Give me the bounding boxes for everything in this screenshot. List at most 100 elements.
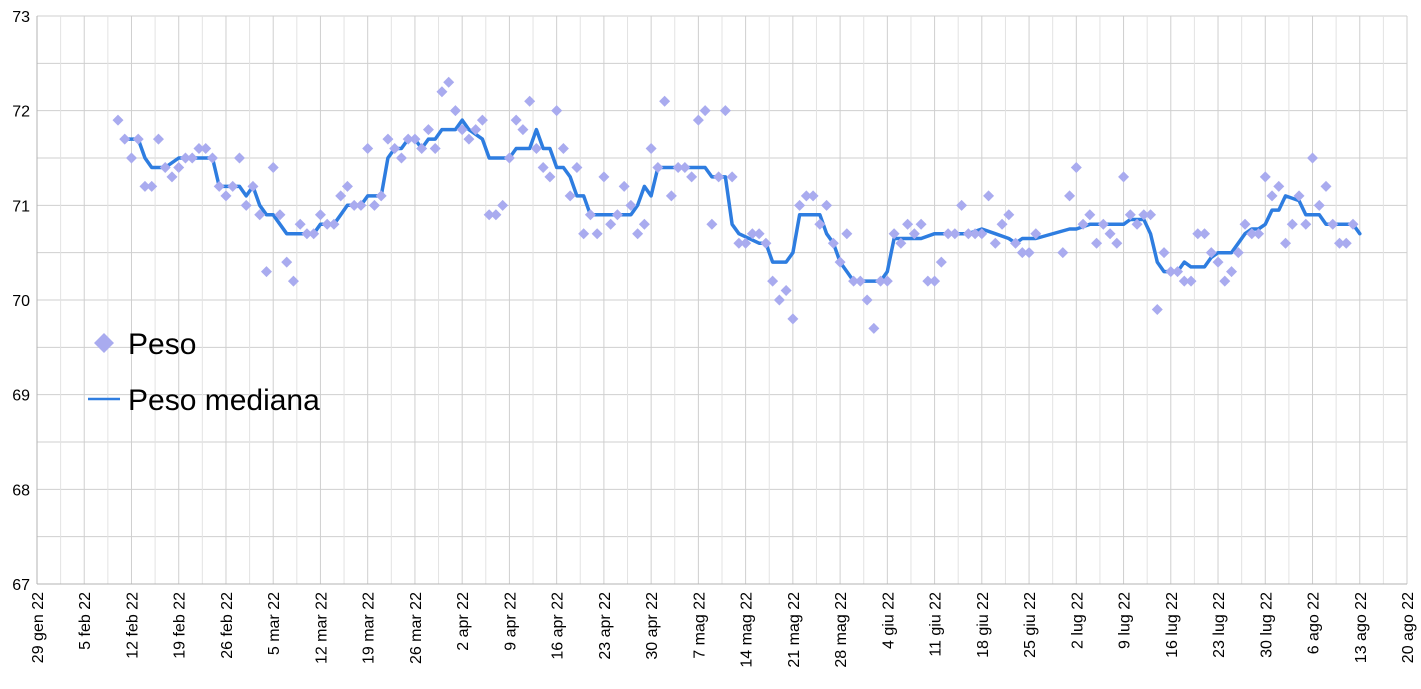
data-point-peso [247, 180, 259, 192]
data-point-peso [530, 143, 542, 155]
data-point-peso [1172, 266, 1184, 278]
data-point-peso [895, 237, 907, 249]
data-point-peso [665, 190, 677, 202]
data-point-peso [942, 228, 954, 240]
data-point-peso [1259, 171, 1271, 183]
grid [36, 15, 1408, 585]
data-point-peso [125, 152, 137, 164]
data-point-peso [598, 171, 610, 183]
data-point-peso [328, 218, 340, 230]
data-point-peso [1003, 209, 1015, 221]
data-point-peso [368, 199, 380, 211]
data-point-peso [362, 143, 374, 155]
data-point-peso [686, 171, 698, 183]
data-point-peso [1010, 237, 1022, 249]
data-point-peso [146, 180, 158, 192]
x-tick-label: 21 mag 22 [786, 592, 803, 668]
data-point-peso [389, 143, 401, 155]
data-point-peso [449, 105, 461, 117]
data-point-peso [740, 237, 752, 249]
data-point-peso [281, 256, 293, 268]
data-point-peso [1280, 237, 1292, 249]
data-point-peso [227, 180, 239, 192]
data-point-peso [220, 190, 232, 202]
y-axis: 67 68 69 70 71 72 73 [12, 9, 30, 594]
legend: Peso Peso mediana [88, 328, 320, 417]
data-point-peso [1293, 190, 1305, 202]
data-point-peso [1131, 218, 1143, 230]
legend-label-peso-mediana: Peso mediana [128, 384, 320, 417]
data-point-peso [996, 218, 1008, 230]
data-point-peso [463, 133, 475, 145]
x-tick-label: 5 mar 22 [266, 592, 283, 655]
data-point-peso [119, 133, 131, 145]
data-point-peso [1313, 199, 1325, 211]
data-point-peso [841, 228, 853, 240]
data-point-peso [1185, 275, 1197, 287]
data-point-peso [962, 228, 974, 240]
data-point-peso [868, 322, 880, 334]
legend-label-peso: Peso [128, 328, 196, 361]
data-point-peso [510, 114, 522, 126]
data-point-peso [335, 190, 347, 202]
x-tick-label: 30 apr 22 [644, 592, 661, 660]
data-point-peso [483, 209, 495, 221]
data-point-peso [888, 228, 900, 240]
data-point-peso [861, 294, 873, 306]
data-point-peso [1138, 209, 1150, 221]
data-point-peso [1334, 237, 1346, 249]
x-tick-label: 19 mar 22 [361, 592, 378, 664]
data-point-peso [200, 143, 212, 155]
data-point-peso [578, 228, 590, 240]
x-tick-label: 29 gen 22 [30, 592, 47, 663]
x-tick-label: 16 lug 22 [1164, 592, 1181, 658]
data-point-peso [422, 124, 434, 136]
x-tick-label: 28 mag 22 [833, 592, 850, 668]
data-point-peso [193, 143, 205, 155]
legend-marker-peso [94, 333, 114, 353]
data-point-peso [726, 171, 738, 183]
data-point-peso [206, 152, 218, 164]
data-point-peso [517, 124, 529, 136]
x-tick-label: 26 mar 22 [408, 592, 425, 664]
data-point-peso [476, 114, 488, 126]
data-point-peso [875, 275, 887, 287]
data-point-peso [746, 228, 758, 240]
data-point-peso [429, 143, 441, 155]
data-point-peso [645, 143, 657, 155]
data-point-peso [1165, 266, 1177, 278]
data-point-peso [1226, 266, 1238, 278]
x-tick-label: 9 apr 22 [502, 592, 519, 651]
data-point-peso [402, 133, 414, 145]
data-point-peso [787, 313, 799, 325]
data-point-peso [395, 152, 407, 164]
x-tick-label: 23 apr 22 [597, 592, 614, 660]
data-point-peso [416, 143, 428, 155]
x-tick-label: 19 feb 22 [172, 592, 189, 659]
data-point-peso [409, 133, 421, 145]
data-point-peso [1300, 218, 1312, 230]
x-tick-label: 26 feb 22 [219, 592, 236, 659]
data-point-peso [733, 237, 745, 249]
data-point-peso [922, 275, 934, 287]
data-point-peso [1070, 161, 1082, 173]
data-point-peso [152, 133, 164, 145]
data-point-peso [611, 209, 623, 221]
x-tick-label: 23 lug 22 [1211, 592, 1228, 658]
x-tick-label: 2 lug 22 [1069, 592, 1086, 649]
data-point-peso [1023, 247, 1035, 259]
data-point-peso [1064, 190, 1076, 202]
data-point-peso [551, 105, 563, 117]
data-point-peso [672, 161, 684, 173]
data-point-peso [490, 209, 502, 221]
data-point-peso [935, 256, 947, 268]
data-point-peso [1158, 247, 1170, 259]
y-tick-label: 67 [12, 577, 30, 594]
data-point-peso [1192, 228, 1204, 240]
data-point-peso [1199, 228, 1211, 240]
data-point-peso [456, 124, 468, 136]
data-point-peso [638, 218, 650, 230]
x-tick-label: 12 feb 22 [124, 592, 141, 659]
data-point-peso [1320, 180, 1332, 192]
